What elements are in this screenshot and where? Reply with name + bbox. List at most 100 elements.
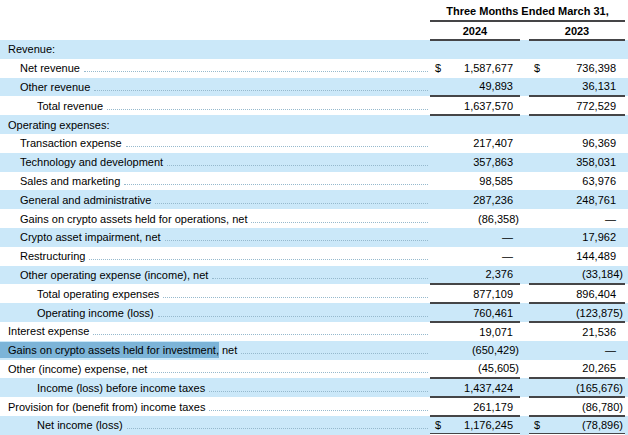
table-row: Provision for (benefit from) income taxe… bbox=[0, 397, 628, 416]
currency-2024-cell bbox=[430, 303, 447, 322]
column-gap bbox=[520, 341, 529, 360]
income-statement-table: Three Months Ended March 31, 2024 2023 R… bbox=[0, 0, 628, 435]
row-label: Total revenue bbox=[37, 100, 103, 112]
value-2024-cell: 1,176,245 bbox=[447, 416, 520, 435]
dotted-leader bbox=[127, 420, 428, 429]
value-2024-cell: 1,437,424 bbox=[447, 378, 520, 397]
row-label: Interest expense bbox=[8, 325, 89, 337]
currency-2024-cell bbox=[430, 153, 447, 172]
row-label-cell: Net income (loss) bbox=[0, 416, 430, 435]
dotted-leader bbox=[209, 402, 428, 411]
column-gap bbox=[520, 190, 529, 209]
currency-2023-cell bbox=[529, 266, 546, 285]
value-2023-cell: (78,896) bbox=[546, 416, 625, 435]
value-2023-cell: 772,529 bbox=[546, 96, 625, 115]
table-row: Gains on crypto assets held for investme… bbox=[0, 341, 628, 360]
header-spacer bbox=[0, 21, 430, 40]
currency-2023-cell bbox=[529, 341, 546, 360]
currency-2023-cell: $ bbox=[529, 416, 546, 435]
currency-2023-cell bbox=[529, 190, 546, 209]
dotted-leader bbox=[212, 270, 428, 279]
selected-text: Gains on crypto assets held for investme… bbox=[0, 342, 219, 358]
row-label: Restructuring bbox=[20, 250, 85, 262]
table-row: General and administrative287,236248,761 bbox=[0, 190, 628, 209]
currency-2024-cell bbox=[430, 266, 447, 285]
section-row: Operating expenses: bbox=[0, 115, 628, 134]
value-2023-cell: — bbox=[546, 209, 625, 228]
column-gap bbox=[520, 397, 529, 416]
value-2024-cell: 357,863 bbox=[447, 153, 520, 172]
value-2023-cell: 896,404 bbox=[546, 284, 625, 303]
currency-2024-cell bbox=[430, 322, 447, 341]
currency-2023-cell bbox=[529, 153, 546, 172]
value-2024-cell bbox=[447, 40, 520, 59]
row-label: Gains on crypto assets held for investme… bbox=[8, 344, 237, 356]
currency-2023-cell bbox=[529, 209, 546, 228]
currency-2023-cell bbox=[529, 284, 546, 303]
year-2024-header: 2024 bbox=[430, 21, 520, 40]
value-2024-cell: 1,587,677 bbox=[447, 59, 520, 78]
year-gap bbox=[520, 21, 529, 40]
value-2024-cell: 287,236 bbox=[447, 190, 520, 209]
row-label-cell: Interest expense bbox=[0, 322, 430, 341]
currency-2023-cell bbox=[529, 228, 546, 247]
column-gap bbox=[520, 360, 529, 379]
row-label: Provision for (benefit from) income taxe… bbox=[8, 401, 205, 413]
dotted-leader bbox=[107, 101, 428, 110]
value-2024-cell: 760,461 bbox=[447, 303, 520, 322]
currency-2023-cell bbox=[529, 40, 546, 59]
value-2024-cell: 877,109 bbox=[447, 284, 520, 303]
row-label: Net revenue bbox=[20, 62, 80, 74]
value-2024-cell: — bbox=[447, 247, 520, 266]
row-label-cell: Gains on crypto assets held for operatio… bbox=[0, 209, 430, 228]
column-gap bbox=[520, 209, 529, 228]
currency-2024-cell bbox=[430, 172, 447, 191]
row-label: General and administrative bbox=[20, 194, 151, 206]
value-2023-cell bbox=[546, 40, 625, 59]
row-label-cell: Crypto asset impairment, net bbox=[0, 228, 430, 247]
row-label: Technology and development bbox=[20, 156, 163, 168]
row-label: Transaction expense bbox=[20, 137, 122, 149]
dotted-leader bbox=[84, 63, 428, 72]
row-label: Other (income) expense, net bbox=[8, 363, 147, 375]
currency-2023-cell bbox=[529, 303, 546, 322]
currency-2024-cell: $ bbox=[430, 416, 447, 435]
currency-2024-cell bbox=[430, 134, 447, 153]
dotted-leader bbox=[93, 326, 428, 335]
currency-2023-cell bbox=[529, 172, 546, 191]
table-row: Operating income (loss)760,461(123,875) bbox=[0, 303, 628, 322]
value-2024-cell: — bbox=[447, 228, 520, 247]
column-gap bbox=[520, 40, 529, 59]
currency-2023-cell bbox=[529, 360, 546, 379]
column-gap bbox=[520, 416, 529, 435]
value-2023-cell: 358,031 bbox=[546, 153, 625, 172]
currency-2023-cell bbox=[529, 78, 546, 97]
value-2024-cell: (650,429) bbox=[447, 341, 520, 360]
currency-2023-cell bbox=[529, 96, 546, 115]
currency-2024-cell bbox=[430, 209, 447, 228]
year-2023-header: 2023 bbox=[529, 21, 625, 40]
value-2023-cell: 17,962 bbox=[546, 228, 625, 247]
table-row: Transaction expense217,40796,369 bbox=[0, 134, 628, 153]
value-2024-cell: 49,893 bbox=[447, 78, 520, 97]
table-header: Three Months Ended March 31, 2024 2023 bbox=[0, 0, 628, 40]
row-label-cell: Provision for (benefit from) income taxe… bbox=[0, 397, 430, 416]
table-row: Restructuring—144,489 bbox=[0, 247, 628, 266]
row-label-cell: Restructuring bbox=[0, 247, 430, 266]
period-header-row: Three Months Ended March 31, bbox=[0, 0, 628, 21]
value-2024-cell: 19,071 bbox=[447, 322, 520, 341]
value-2023-cell: (165,676) bbox=[546, 378, 625, 397]
value-2024-cell: 2,376 bbox=[447, 266, 520, 285]
value-2023-cell: — bbox=[546, 341, 625, 360]
dotted-leader bbox=[251, 214, 428, 223]
row-label: Other operating expense (income), net bbox=[20, 269, 208, 281]
value-2024-cell: 1,637,570 bbox=[447, 96, 520, 115]
table-body: Revenue:Net revenue$1,587,677$736,398Oth… bbox=[0, 40, 628, 435]
table-row: Crypto asset impairment, net — 17,962 bbox=[0, 228, 628, 247]
table-row: Technology and development 357,863 358,031 bbox=[0, 153, 628, 172]
value-2024-cell: 217,407 bbox=[447, 134, 520, 153]
row-label: Revenue: bbox=[8, 43, 55, 55]
column-gap bbox=[520, 378, 529, 397]
dotted-leader bbox=[155, 195, 428, 204]
value-2023-cell: (33,184) bbox=[546, 266, 625, 285]
